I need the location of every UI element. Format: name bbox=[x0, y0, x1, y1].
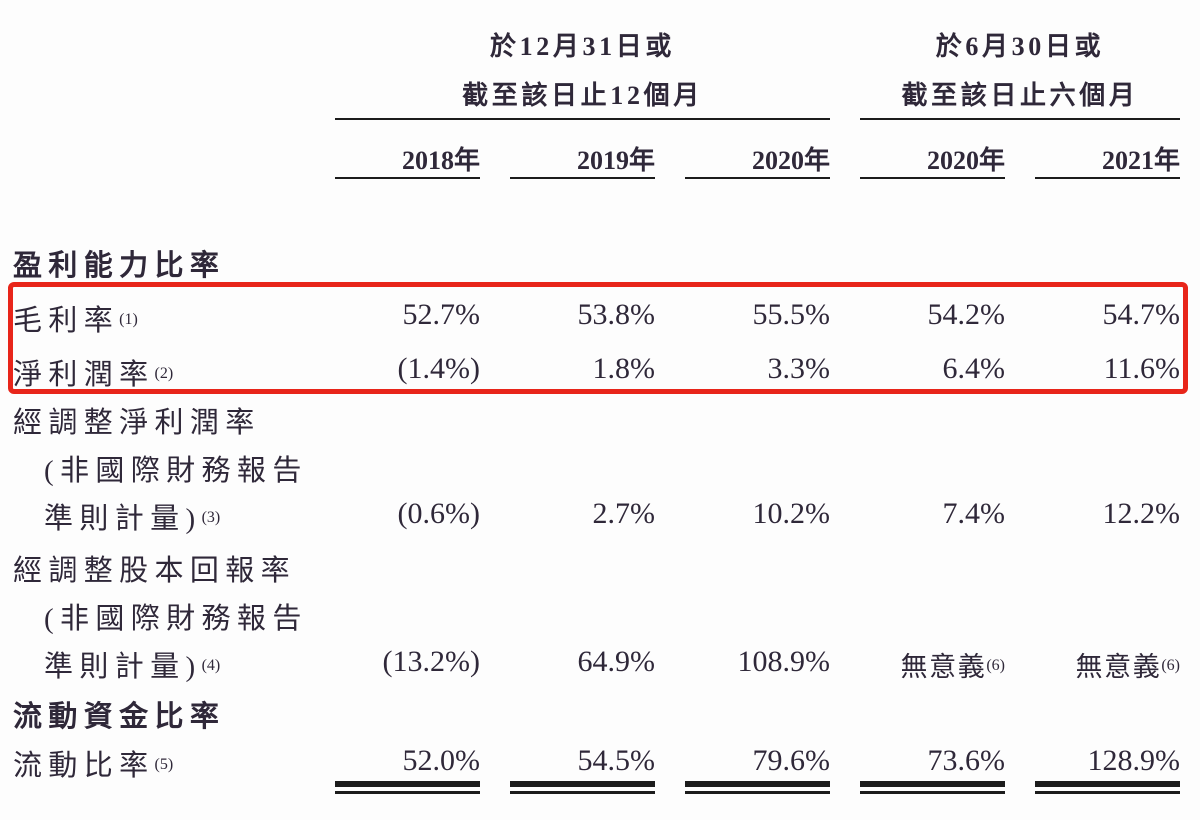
year-column-2020-interim: 2020年 bbox=[926, 146, 1005, 175]
row-adj-roe-label-line2: (非國際財務報告 bbox=[44, 603, 308, 635]
cell-net-margin-2021-interim: 11.6% bbox=[1103, 352, 1180, 385]
group-rule-dec31 bbox=[335, 118, 830, 120]
cell-adj-roe-2019: 64.9% bbox=[577, 645, 656, 678]
year-rule-5 bbox=[1035, 177, 1180, 179]
row-adj-roe-text: 準則計量) bbox=[44, 651, 202, 683]
row-adj-net-margin-label-line1: 經調整淨利潤率 bbox=[13, 407, 261, 439]
footnote-ref-5: (5) bbox=[154, 756, 174, 773]
double-rule-top-3 bbox=[685, 781, 830, 787]
cell-adj-roe-2021-interim: 無意義(6) bbox=[1075, 645, 1180, 684]
cell-current-ratio-2018: 52.0% bbox=[402, 744, 481, 777]
row-gross-margin-text: 毛利率 bbox=[13, 305, 120, 337]
cell-current-ratio-2020: 79.6% bbox=[752, 744, 831, 777]
year-column-2019: 2019年 bbox=[576, 146, 655, 175]
cell-gross-margin-2021-interim: 54.7% bbox=[1102, 298, 1181, 331]
year-rule-3 bbox=[685, 177, 830, 179]
double-rule-bottom-4 bbox=[860, 791, 1005, 794]
cell-net-margin-2020: 3.3% bbox=[767, 352, 831, 385]
cell-adj-net-margin-2020: 10.2% bbox=[752, 497, 831, 530]
cell-net-margin-2018: (1.4%) bbox=[397, 352, 480, 385]
footnote-ref-4: (4) bbox=[201, 657, 221, 674]
footnote-ref-6: (6) bbox=[986, 657, 1005, 674]
cell-current-ratio-2021-interim: 128.9% bbox=[1087, 744, 1181, 777]
year-column-2018: 2018年 bbox=[401, 146, 480, 175]
section-profitability-ratios: 盈利能力比率 bbox=[13, 250, 226, 282]
double-rule-bottom-5 bbox=[1035, 791, 1180, 794]
section-liquidity-ratios: 流動資金比率 bbox=[13, 701, 226, 733]
row-adj-roe-label-line3: 準則計量)(4) bbox=[44, 643, 220, 685]
cell-current-ratio-2019: 54.5% bbox=[577, 744, 656, 777]
year-rule-2 bbox=[510, 177, 655, 179]
double-rule-bottom-1 bbox=[335, 791, 480, 794]
column-group-jun30-title-line2: 截至該日止六個月 bbox=[901, 81, 1139, 110]
row-current-ratio-text: 流動比率 bbox=[13, 750, 155, 782]
column-group-dec31-title-line2: 截至該日止12個月 bbox=[462, 81, 703, 110]
row-current-ratio-label: 流動比率(5) bbox=[13, 742, 173, 784]
double-rule-top-1 bbox=[335, 781, 480, 787]
cell-gross-margin-2020-interim: 54.2% bbox=[927, 298, 1006, 331]
cell-net-margin-2019: 1.8% bbox=[592, 352, 656, 385]
row-net-margin-label: 淨利潤率(2) bbox=[13, 351, 173, 393]
cell-adj-roe-2020: 108.9% bbox=[737, 645, 831, 678]
column-group-dec31-title-line1: 於12月31日或 bbox=[489, 32, 676, 61]
row-adj-net-margin-text: 準則計量) bbox=[44, 503, 202, 535]
year-column-2020: 2020年 bbox=[751, 146, 830, 175]
cell-current-ratio-2020-interim: 73.6% bbox=[927, 744, 1006, 777]
cell-net-margin-2020-interim: 6.4% bbox=[942, 352, 1006, 385]
cell-gross-margin-2018: 52.7% bbox=[402, 298, 481, 331]
double-rule-bottom-2 bbox=[510, 791, 655, 794]
footnote-ref-2: (2) bbox=[154, 365, 174, 382]
group-rule-jun30 bbox=[860, 118, 1180, 120]
double-rule-top-4 bbox=[860, 781, 1005, 787]
cell-adj-net-margin-2018: (0.6%) bbox=[397, 497, 480, 530]
row-adj-net-margin-label-line3: 準則計量)(3) bbox=[44, 495, 220, 537]
row-adj-net-margin-label-line2: (非國際財務報告 bbox=[44, 455, 308, 487]
year-column-2021-interim: 2021年 bbox=[1101, 146, 1180, 175]
cell-adj-net-margin-2021-interim: 12.2% bbox=[1102, 497, 1181, 530]
double-rule-top-5 bbox=[1035, 781, 1180, 787]
cell-gross-margin-2020: 55.5% bbox=[752, 298, 831, 331]
year-rule-1 bbox=[335, 177, 480, 179]
cell-gross-margin-2019: 53.8% bbox=[577, 298, 656, 331]
cell-adj-roe-2020-interim: 無意義(6) bbox=[900, 645, 1005, 684]
row-net-margin-text: 淨利潤率 bbox=[13, 359, 155, 391]
row-adj-roe-label-line1: 經調整股本回報率 bbox=[13, 555, 297, 587]
row-gross-margin-label: 毛利率(1) bbox=[13, 297, 138, 339]
footnote-ref-6: (6) bbox=[1161, 657, 1180, 674]
column-group-jun30-title-line1: 於6月30日或 bbox=[935, 32, 1105, 61]
cell-adj-roe-2018: (13.2%) bbox=[382, 645, 480, 678]
footnote-ref-3: (3) bbox=[201, 509, 221, 526]
double-rule-bottom-3 bbox=[685, 791, 830, 794]
cell-adj-net-margin-2019: 2.7% bbox=[592, 497, 656, 530]
double-rule-top-2 bbox=[510, 781, 655, 787]
na-value-text: 無意義 bbox=[900, 652, 987, 682]
na-value-text: 無意義 bbox=[1075, 652, 1162, 682]
footnote-ref-1: (1) bbox=[119, 311, 138, 328]
cell-adj-net-margin-2020-interim: 7.4% bbox=[942, 497, 1006, 530]
year-rule-4 bbox=[860, 177, 1005, 179]
